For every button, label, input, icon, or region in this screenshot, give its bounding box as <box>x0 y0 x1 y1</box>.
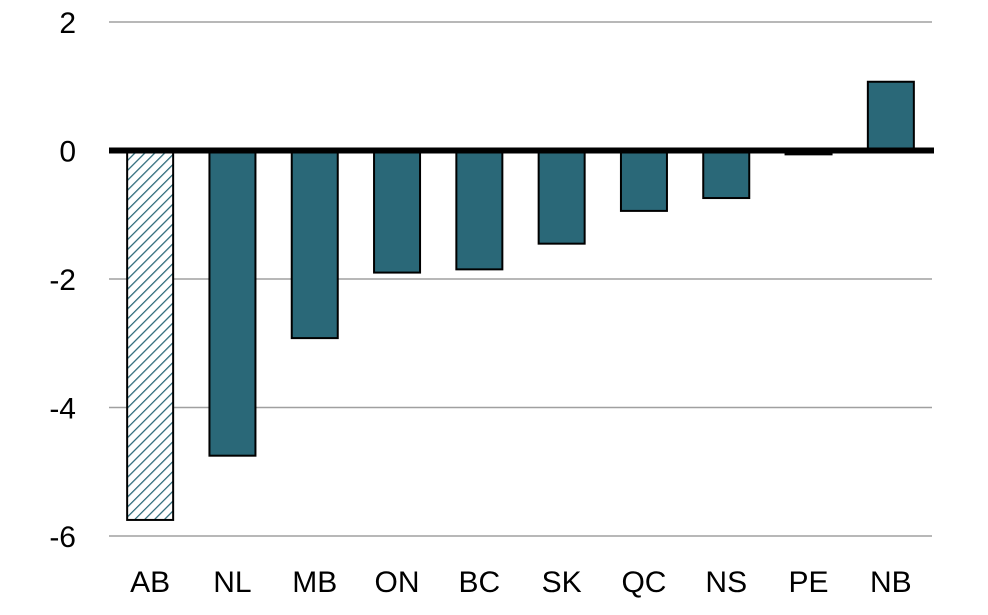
x-tick-label-pe: PE <box>789 566 829 599</box>
y-axis-tick-labels: 2 0 -2 -4 -6 <box>49 7 76 554</box>
x-tick-label-nl: NL <box>213 566 251 599</box>
bar-sk <box>537 149 586 245</box>
x-tick-label-ns: NS <box>705 566 747 599</box>
bar-ns <box>702 149 751 200</box>
y-tick-label: 0 <box>59 136 76 169</box>
x-tick-label-on: ON <box>375 566 420 599</box>
bar-nl <box>208 149 257 457</box>
y-tick-label: -4 <box>49 393 76 426</box>
bars <box>126 80 915 521</box>
y-tick-label: -6 <box>49 521 76 554</box>
x-axis-tick-labels: AB NL MB ON BC SK QC NS PE NB <box>130 566 912 599</box>
x-tick-label-sk: SK <box>542 566 582 599</box>
bar-ab <box>126 149 175 521</box>
bar-on <box>373 149 422 274</box>
y-tick-label: -2 <box>49 264 76 297</box>
x-tick-label-ab: AB <box>130 566 170 599</box>
x-tick-label-mb: MB <box>292 566 337 599</box>
y-tick-label: 2 <box>59 7 76 40</box>
bar-bc <box>455 149 504 271</box>
x-tick-label-bc: BC <box>459 566 501 599</box>
x-tick-label-qc: QC <box>621 566 666 599</box>
bar-nb <box>866 80 915 152</box>
bar-qc <box>619 149 668 212</box>
bar-mb <box>290 149 339 340</box>
x-tick-label-nb: NB <box>870 566 912 599</box>
